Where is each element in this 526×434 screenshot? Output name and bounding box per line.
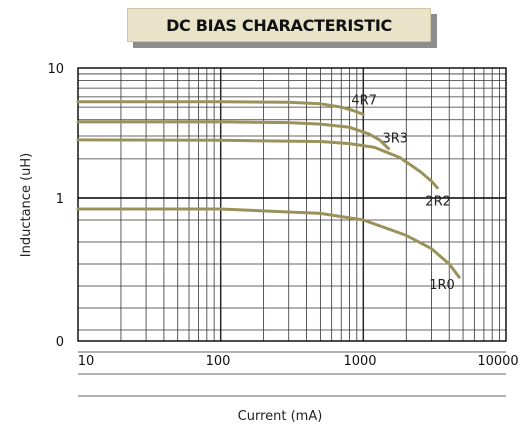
- series-label-3r3: 3R3: [382, 132, 408, 147]
- plot-frame: [77, 67, 507, 342]
- x-axis-label: Current (mA): [238, 409, 323, 424]
- series-group: [76, 100, 461, 279]
- series-label-4r7: 4R7: [351, 93, 377, 108]
- x-tick-label: 10: [78, 354, 95, 369]
- chart-title: DC BIAS CHARACTERISTIC: [166, 15, 392, 35]
- x-tick-label: 1000: [343, 354, 376, 369]
- series-labels: 4R7 3R3 2R2 1R0: [351, 93, 454, 293]
- y-tick-label: 0: [56, 335, 64, 350]
- grid: [78, 68, 506, 397]
- y-tick-label: 1: [56, 192, 64, 207]
- series-label-1r0: 1R0: [429, 278, 455, 293]
- x-tick-label: 10000: [477, 354, 518, 369]
- y-axis-label: Inductance (uH): [19, 153, 34, 257]
- series-label-2r2: 2R2: [425, 195, 451, 210]
- y-tick-label: 10: [47, 62, 64, 77]
- chart-title-box: DC BIAS CHARACTERISTIC: [127, 8, 431, 42]
- series-line-3r3: [76, 120, 390, 151]
- series-line-2r2: [76, 138, 439, 190]
- series-line-1r0: [76, 207, 461, 279]
- series-line-4r7: [76, 100, 365, 116]
- x-tick-label: 100: [206, 354, 231, 369]
